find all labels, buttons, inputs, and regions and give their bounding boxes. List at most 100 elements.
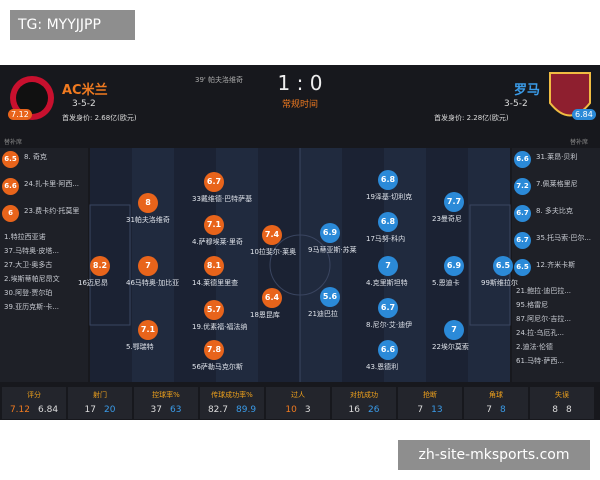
player-rating: 6.7 bbox=[378, 298, 398, 318]
stat-cell: 传球成功率% 82.7 89.9 bbox=[200, 387, 264, 419]
stat-home: 37 bbox=[150, 405, 162, 415]
sub-rating: 6 bbox=[2, 205, 19, 222]
player-rating: 5.6 bbox=[320, 287, 340, 307]
sub-name: 2.迪法·伦德 bbox=[516, 343, 553, 351]
player-rating: 6.5 bbox=[493, 256, 513, 276]
stat-label: 评分 bbox=[27, 391, 41, 399]
stat-cell: 控球率% 37 63 bbox=[134, 387, 198, 419]
home-logo-inner bbox=[16, 82, 48, 114]
player-name: 56萨勒马克尔斯 bbox=[192, 363, 243, 371]
away-rating: 6.84 bbox=[572, 109, 596, 120]
sub-name: 61.马特·萨西... bbox=[516, 357, 565, 365]
stat-home: 16 bbox=[348, 405, 360, 415]
player-name: 21迪巴拉 bbox=[308, 310, 338, 318]
home-value: 首发身价: 2.68亿(欧元) bbox=[62, 114, 137, 122]
stat-label: 对抗成功 bbox=[350, 391, 378, 399]
player-name: 33戴维德·巴特萨基 bbox=[192, 195, 253, 203]
sub-name: 39.亚历克斯·卡... bbox=[4, 303, 60, 311]
player-name: 17马努·科内 bbox=[366, 235, 406, 243]
home-subs-title: 替补席 bbox=[4, 139, 23, 146]
player-name: 23曼奇尼 bbox=[432, 215, 462, 223]
player-name: 46马特奥·加比亚 bbox=[126, 279, 180, 287]
stat-cell: 失误 8 8 bbox=[530, 387, 594, 419]
player-name: 14.莱德里里查 bbox=[192, 279, 239, 287]
match-panel: 7.12 AC米兰 3-5-2 首发身价: 2.68亿(欧元) 39' 帕夫洛维… bbox=[0, 65, 600, 420]
player-rating: 7.4 bbox=[262, 225, 282, 245]
sub-rating: 7.2 bbox=[514, 178, 531, 195]
watermark: TG: MYYJJPP bbox=[10, 10, 135, 40]
sub-rating: 6.5 bbox=[2, 151, 19, 168]
stat-home: 10 bbox=[285, 405, 297, 415]
player-rating: 6.9 bbox=[320, 223, 340, 243]
stat-cell: 过人 10 3 bbox=[266, 387, 330, 419]
player-name: 8.尼尔·艾·迪伊 bbox=[366, 321, 413, 329]
stat-values: 16 26 bbox=[332, 405, 396, 415]
player-rating: 7 bbox=[444, 320, 464, 340]
score: 1 : 0 bbox=[277, 71, 323, 95]
stat-home: 7 bbox=[417, 405, 424, 415]
stat-away: 8 bbox=[566, 405, 572, 415]
home-name: AC米兰 bbox=[62, 83, 108, 98]
stat-label: 射门 bbox=[93, 391, 107, 399]
stat-home: 82.7 bbox=[207, 405, 228, 415]
player-rating: 6.6 bbox=[378, 340, 398, 360]
stat-cell: 射门 17 20 bbox=[68, 387, 132, 419]
stat-away: 3 bbox=[304, 405, 311, 415]
stat-away: 20 bbox=[104, 405, 116, 415]
away-value: 首发身价: 2.28亿(欧元) bbox=[434, 114, 509, 122]
player-rating: 7.7 bbox=[444, 192, 464, 212]
player-rating: 6.8 bbox=[378, 170, 398, 190]
stat-values: 10 3 bbox=[266, 405, 330, 415]
stat-away: 8 bbox=[500, 405, 506, 415]
status: 常规时间 bbox=[281, 100, 318, 110]
stat-away: 63 bbox=[170, 405, 182, 415]
player-name: 22埃尔莫索 bbox=[432, 343, 469, 351]
player-rating: 7.1 bbox=[138, 320, 158, 340]
stat-cell: 角球 7 8 bbox=[464, 387, 528, 419]
stat-away: 6.84 bbox=[38, 405, 59, 415]
stat-label: 失误 bbox=[555, 391, 569, 399]
stat-values: 37 63 bbox=[134, 405, 198, 415]
player-name: 4.克里斯坦特 bbox=[366, 279, 408, 287]
player-name: 31帕夫洛维奇 bbox=[126, 216, 170, 224]
stat-values: 7.12 6.84 bbox=[2, 405, 66, 415]
stat-away: 13 bbox=[431, 405, 443, 415]
player-name: 19.优素福·福法纳 bbox=[192, 323, 248, 331]
stat-label: 传球成功率% bbox=[211, 391, 253, 399]
sub-name: 37.马特奥·皮塔... bbox=[4, 247, 60, 255]
sub-name: 95.格雷尼 bbox=[516, 301, 549, 309]
sub-rating: 6.7 bbox=[514, 205, 531, 222]
player-rating: 6.7 bbox=[204, 172, 224, 192]
sub-name: 8. 奇克 bbox=[24, 153, 47, 161]
stat-away: 89.9 bbox=[236, 405, 257, 415]
player-name: 5.鄂瑞特 bbox=[126, 343, 154, 351]
player-rating: 7 bbox=[138, 256, 158, 276]
player-name: 18恩昆库 bbox=[250, 311, 280, 319]
player-rating: 6.4 bbox=[262, 288, 282, 308]
away-formation: 3-5-2 bbox=[504, 99, 528, 109]
player-name: 4.萨穆埃莱·里奇 bbox=[192, 238, 243, 246]
player-rating: 8.2 bbox=[90, 256, 110, 276]
stat-away: 26 bbox=[368, 405, 380, 415]
stat-label: 抢断 bbox=[423, 391, 437, 399]
event: 39' 帕夫洛维奇 bbox=[195, 76, 244, 84]
player-rating: 6.8 bbox=[378, 212, 398, 232]
footer-label: zh-site-mksports.com bbox=[398, 440, 590, 470]
sub-name: 21.鲍拉·迪巴拉... bbox=[516, 287, 572, 295]
player-name: 10拉斐尔·莱奥 bbox=[250, 248, 297, 256]
player-rating: 8 bbox=[138, 193, 158, 213]
player-name: 5.恩迪卡 bbox=[432, 279, 460, 287]
sub-name: 24.扎卡里·阿西... bbox=[24, 180, 80, 188]
sub-name: 7.佩莱格里尼 bbox=[536, 180, 578, 188]
stat-values: 82.7 89.9 bbox=[200, 405, 264, 415]
sub-rating: 6.7 bbox=[514, 232, 531, 249]
home-formation: 3-5-2 bbox=[72, 99, 96, 109]
sub-name: 8. 多夫比克 bbox=[536, 207, 573, 215]
stat-label: 过人 bbox=[291, 391, 305, 399]
stat-home: 17 bbox=[84, 405, 96, 415]
player-name: 9马蒂亚斯·苏莱 bbox=[308, 246, 357, 254]
sub-name: 30.阿登·贾尔珀 bbox=[4, 289, 53, 297]
